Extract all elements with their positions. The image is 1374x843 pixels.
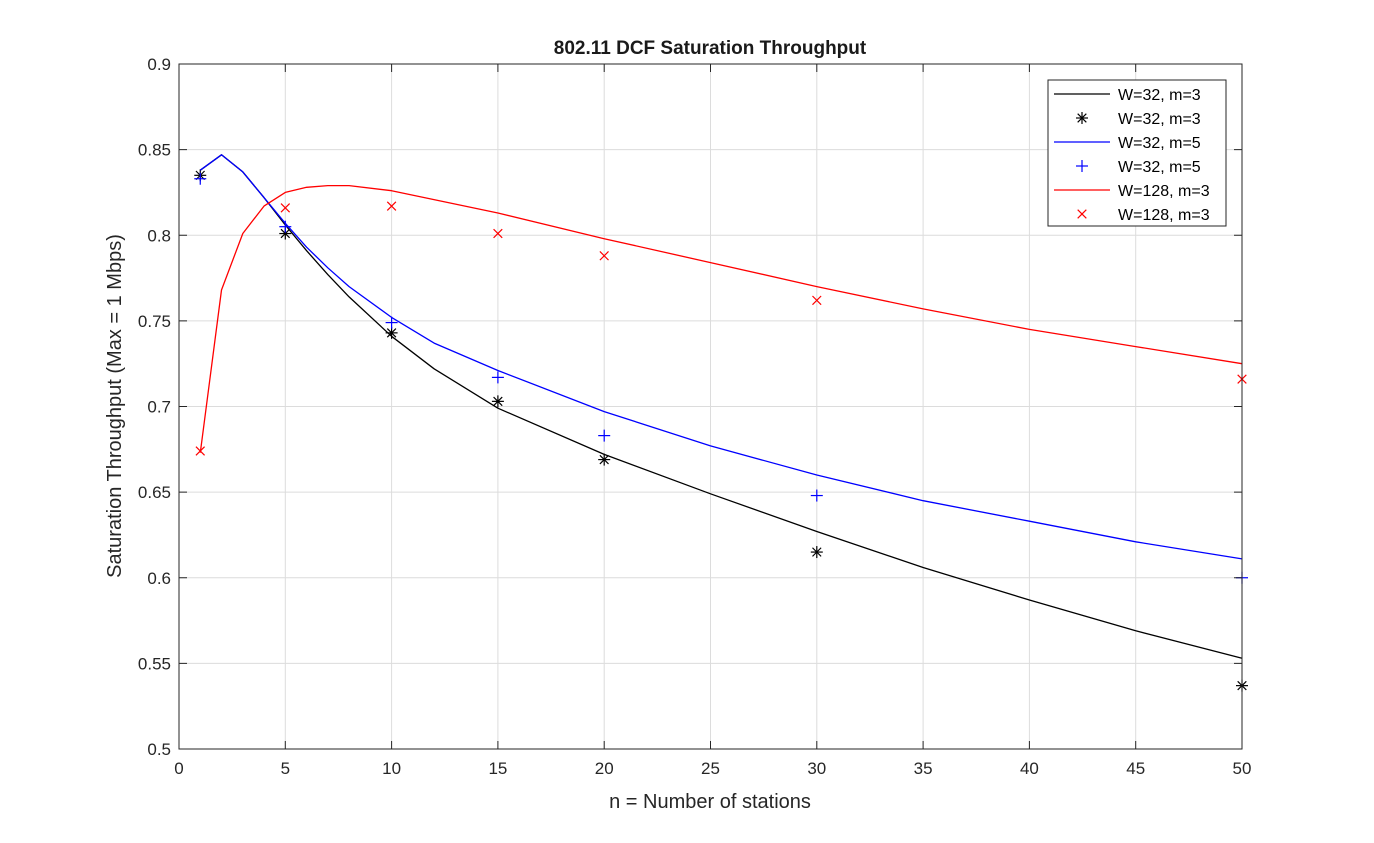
chart-title: 802.11 DCF Saturation Throughput [554, 38, 867, 59]
series-layer [194, 154, 1248, 692]
data-point-5-0 [195, 446, 206, 456]
x-tick-label: 30 [807, 759, 826, 778]
x-tick-label: 50 [1233, 759, 1252, 778]
data-point-3-2 [385, 316, 398, 329]
x-axis-label: n = Number of stations [609, 791, 811, 813]
legend-entry-2: W=32, m=5 [1118, 135, 1201, 152]
x-tick-label: 5 [281, 759, 290, 778]
data-point-5-3 [493, 228, 503, 239]
legend-entry-1: W=32, m=3 [1118, 111, 1201, 128]
legend-swatch-1 [1076, 112, 1088, 124]
data-point-3-5 [810, 489, 823, 502]
legend-entry-4: W=128, m=3 [1118, 183, 1210, 200]
x-tick-label: 0 [174, 759, 183, 778]
data-point-1-1 [279, 227, 292, 240]
x-tick-label: 45 [1126, 759, 1145, 778]
y-tick-label: 0.5 [147, 740, 171, 759]
data-point-1-2 [385, 326, 398, 339]
y-tick-label: 0.85 [138, 141, 171, 160]
y-axis-label: Saturation Throughput (Max = 1 Mbps) [104, 234, 126, 578]
data-point-3-4 [598, 429, 611, 442]
data-point-5-5 [812, 295, 822, 306]
y-tick-label: 0.55 [138, 654, 171, 673]
legend: W=32, m=3 W=32, m=3 W=32, m=5 W=32, m=5 W=12… [1047, 79, 1227, 227]
x-tick-label: 20 [595, 759, 614, 778]
data-point-3-3 [491, 371, 504, 384]
data-point-1-3 [491, 395, 504, 408]
data-point-1-5 [810, 546, 823, 559]
x-tick-label: 25 [701, 759, 720, 778]
legend-entry-0: W=32, m=3 [1118, 87, 1201, 104]
data-point-3-0 [194, 172, 207, 185]
x-tick-label: 10 [382, 759, 401, 778]
data-point-5-1 [280, 203, 291, 213]
legend-entry-3: W=32, m=5 [1118, 159, 1201, 176]
y-tick-label: 0.7 [147, 398, 171, 417]
legend-swatch-3 [1076, 160, 1088, 172]
data-point-1-4 [598, 453, 611, 466]
data-point-3-1 [279, 220, 292, 233]
series-line-4 [199, 184, 1243, 453]
x-tick-label: 15 [488, 759, 507, 778]
ticks: 0 5 10 15 20 25 30 35 40 45 50 0.5 0.55 0.6 0.65 0.7 0.7… [138, 55, 1252, 778]
data-point-5-2 [386, 201, 397, 211]
series-line-2 [199, 154, 1243, 560]
data-point-5-4 [599, 251, 609, 261]
y-tick-label: 0.8 [147, 226, 171, 245]
legend-entry-5: W=128, m=3 [1118, 207, 1210, 224]
y-tick-label: 0.75 [138, 312, 171, 331]
x-tick-label: 35 [914, 759, 933, 778]
y-tick-label: 0.6 [147, 569, 171, 588]
y-tick-label: 0.9 [147, 55, 171, 74]
x-tick-label: 40 [1020, 759, 1039, 778]
legend-box [1047, 79, 1227, 227]
y-tick-label: 0.65 [138, 483, 171, 502]
legend-swatch-5 [1077, 209, 1087, 219]
